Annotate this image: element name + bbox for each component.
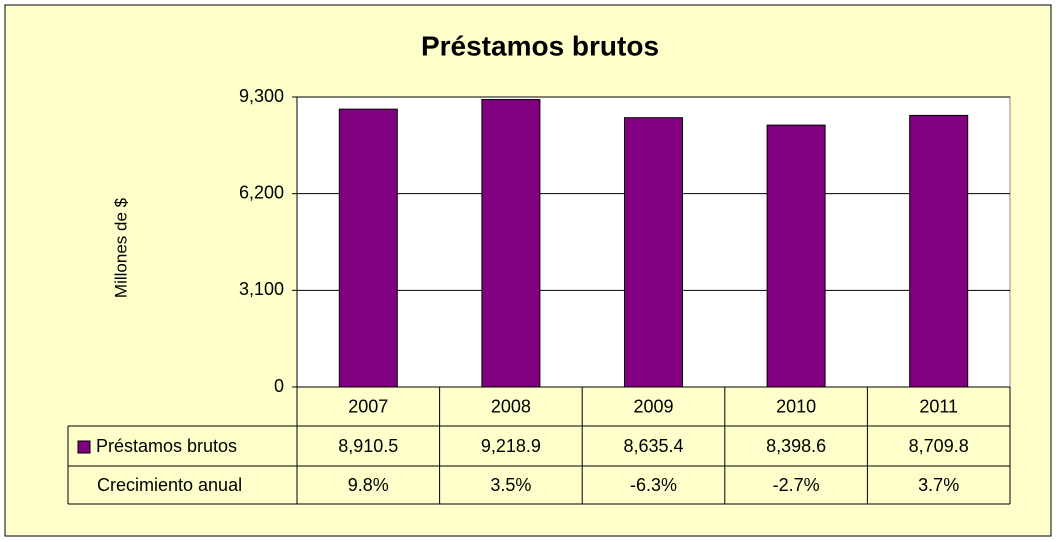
x-tick-label: 2009 xyxy=(633,396,673,416)
y-tick-label: 6,200 xyxy=(239,182,284,202)
chart-title: Préstamos brutos xyxy=(421,30,659,61)
bar xyxy=(624,117,683,388)
bar xyxy=(338,108,398,388)
x-tick-label: 2007 xyxy=(348,396,388,416)
table-value: 9.8% xyxy=(348,475,389,495)
bar xyxy=(481,99,541,388)
table-value: 9,218.9 xyxy=(481,436,541,456)
legend-swatch xyxy=(77,440,91,454)
table-value: 8,709.8 xyxy=(909,436,969,456)
table-value: -2.7% xyxy=(773,475,820,495)
row-label: Crecimiento anual xyxy=(97,475,242,495)
bar xyxy=(766,124,826,388)
x-tick-label: 2008 xyxy=(491,396,531,416)
y-tick-label: 9,300 xyxy=(239,86,284,106)
table-value: 8,398.6 xyxy=(766,436,826,456)
legend-label: Préstamos brutos xyxy=(96,436,237,456)
table-value: 8,910.5 xyxy=(338,436,398,456)
y-tick-label: 3,100 xyxy=(239,279,284,299)
x-tick-label: 2011 xyxy=(919,396,958,416)
bar xyxy=(909,114,969,388)
table-value: -6.3% xyxy=(630,475,677,495)
table-value: 3.5% xyxy=(490,475,531,495)
y-axis-label: Millones de $ xyxy=(111,197,130,298)
table-value: 3.7% xyxy=(918,475,959,495)
table-value: 8,635.4 xyxy=(623,436,683,456)
x-tick-label: 2010 xyxy=(776,396,816,416)
y-tick-label: 0 xyxy=(274,376,284,396)
